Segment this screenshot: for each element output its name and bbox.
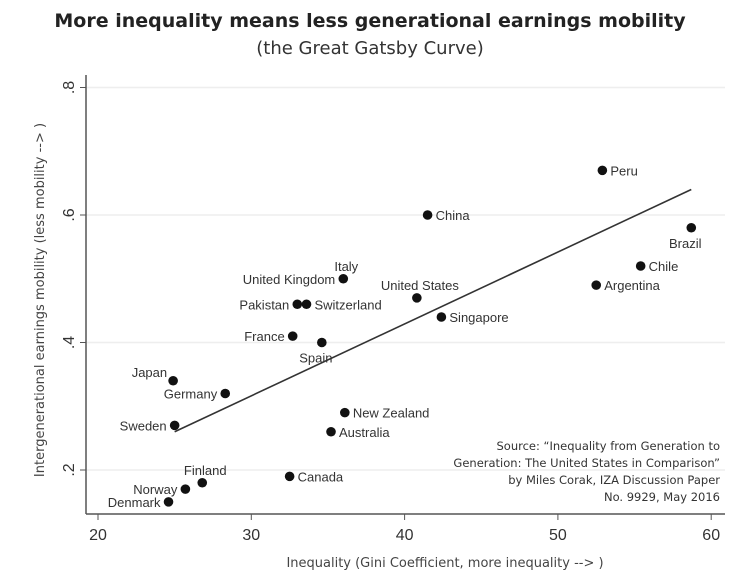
data-point (436, 312, 447, 322)
point-label: Australia (339, 425, 390, 440)
point-label: Germany (164, 387, 218, 402)
source-line: Generation: The United States in Compari… (453, 456, 720, 470)
point-label: Japan (132, 365, 167, 380)
data-point (180, 484, 191, 494)
data-point (163, 497, 174, 507)
y-tick-label: .2 (61, 463, 78, 476)
source-line: by Miles Corak, IZA Discussion Paper (508, 473, 720, 487)
x-tick-label: 40 (396, 527, 414, 544)
data-point (284, 471, 295, 482)
y-tick-label: .4 (61, 336, 78, 349)
data-point (326, 426, 336, 437)
y-tick-label: .6 (61, 208, 78, 221)
data-point (197, 477, 208, 488)
point-label: Spain (299, 351, 332, 366)
source-note: Source: “Inequality from Generation to G… (453, 438, 720, 506)
point-label: New Zealand (353, 406, 430, 421)
point-label: Chile (649, 259, 679, 274)
data-point (412, 293, 422, 303)
fit-line (174, 188, 692, 433)
point-label: United Kingdom (243, 272, 336, 287)
chart-title: More inequality means less generational … (54, 10, 686, 32)
point-label: France (244, 329, 284, 344)
data-point (340, 407, 350, 418)
point-label: Pakistan (239, 297, 289, 312)
data-point (301, 299, 312, 310)
y-axis-label: Intergenerational earnings mobility (les… (33, 123, 48, 477)
x-axis-label: Inequality (Gini Coefficient, more inequ… (286, 556, 603, 571)
data-point (317, 337, 327, 348)
data-point (292, 299, 303, 310)
chart-subtitle: (the Great Gatsby Curve) (256, 38, 484, 59)
point-label: Norway (133, 482, 178, 497)
data-point (287, 331, 298, 341)
point-label: Peru (610, 163, 637, 178)
data-point (338, 273, 349, 284)
data-point (169, 420, 180, 431)
source-line: No. 9929, May 2016 (603, 490, 720, 504)
data-point (635, 261, 646, 271)
point-label: Singapore (449, 310, 508, 325)
y-tick-label: .8 (61, 81, 78, 94)
x-tick-label: 60 (702, 527, 720, 544)
point-label: Sweden (120, 418, 167, 433)
point-label: Brazil (669, 236, 702, 251)
data-point (422, 210, 433, 220)
point-label: China (436, 208, 471, 223)
data-point (168, 375, 178, 386)
x-tick-label: 30 (242, 527, 260, 544)
point-label: Finland (184, 463, 227, 478)
x-tick-label: 20 (89, 527, 107, 544)
point-label: Denmark (108, 495, 161, 510)
point-label: Argentina (604, 278, 660, 293)
x-tick-label: 50 (549, 527, 567, 544)
point-label: United States (381, 278, 460, 293)
data-point (686, 222, 697, 233)
point-label: Italy (334, 259, 358, 274)
data-point (220, 388, 231, 399)
point-label: Canada (298, 469, 344, 484)
source-line: Source: “Inequality from Generation to (496, 439, 720, 453)
point-label: Switzerland (314, 297, 381, 312)
data-point (591, 280, 602, 290)
data-point (597, 165, 608, 176)
